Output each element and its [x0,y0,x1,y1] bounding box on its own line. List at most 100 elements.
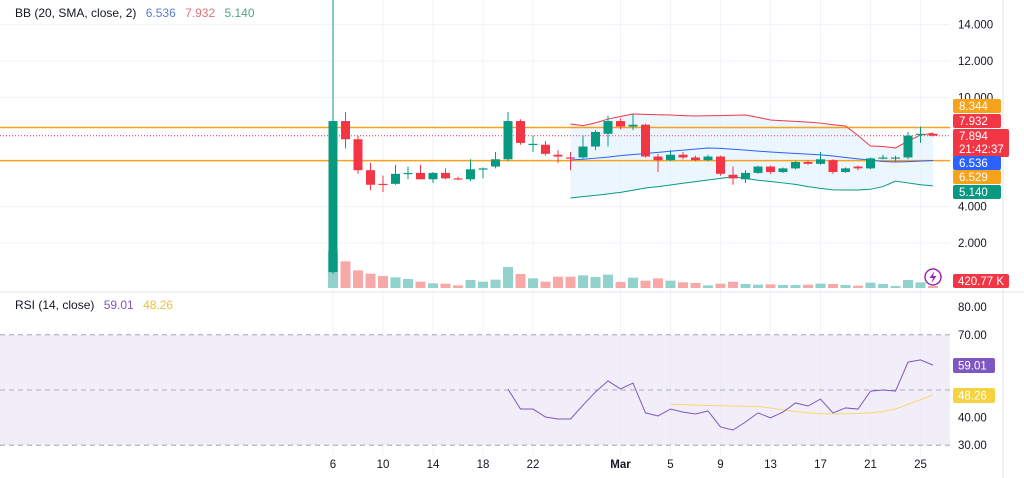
lightning-glyph [929,271,937,283]
candle-body [428,172,438,180]
candle-body [891,157,900,159]
candle-body [628,124,638,127]
candle-body [653,156,663,161]
x-tick-label: 6 [330,459,336,471]
volume-bar [565,276,576,288]
price-tick-label: 2.000 [958,238,987,250]
candle-body [703,156,713,161]
candle-body [516,121,525,143]
rsi-legend-label: RSI (14, close) [15,298,95,312]
candle-body [753,166,763,173]
candle-body [916,133,925,135]
rsi-badge [953,388,995,403]
volume-bar [340,261,351,288]
volume-bar [790,285,801,288]
bb-upper-line [570,113,934,149]
volume-bar [640,280,651,288]
volume-bar [628,277,638,288]
bb-basis-value: 6.536 [145,6,176,20]
volume-bar [878,284,888,288]
volume-bar [803,284,813,288]
candle-body [528,143,538,146]
volume-bar [865,282,876,288]
rsi-line [507,359,934,431]
rsi-legend[interactable]: RSI (14, close) 59.01 48.26 [15,298,179,312]
candle-body [641,124,650,157]
volume-bar [590,277,601,288]
rsi-tick-label: 40.00 [958,413,987,425]
x-tick-label: 21 [864,459,877,471]
candle-body [591,131,600,147]
volume-bar [503,267,513,288]
price-badge [953,129,1009,157]
bb-legend[interactable]: BB (20, SMA, close, 2) 6.536 7.932 5.140 [15,6,261,20]
volume-bar [353,270,363,288]
bb-lower-value: 5.140 [224,6,255,20]
candle-body [553,154,563,157]
candle-body [603,121,613,134]
price-badge [953,99,1001,113]
volume-bar [478,281,488,288]
volume-bar [428,283,438,288]
candle-body [728,174,738,179]
price-badge-text: 7.894 [959,131,988,143]
candle-body [453,178,463,180]
candle-body [803,162,813,164]
candle-body [766,166,775,173]
candle-body [416,172,425,180]
volume-bar [703,285,713,288]
volume-bar [465,280,476,288]
candle-body [691,157,700,161]
x-tick-label: 17 [814,459,827,471]
candle-body [391,173,400,184]
x-tick-label: Mar [610,459,631,471]
x-tick-label: 14 [427,459,440,471]
volume-bar [553,276,563,288]
volume-bar [540,281,551,288]
volume-bar [415,281,426,288]
price-tick-label: 12.000 [958,56,993,68]
candle-body [841,168,850,173]
price-badge [953,114,1001,128]
rsi-badge [953,358,995,373]
x-tick-label: 22 [527,459,540,471]
candle-body [678,154,688,158]
volume-bar [753,284,763,288]
volume-bar [440,283,451,288]
rsi-badge-text: 59.01 [958,361,987,373]
volume-badge [953,274,1009,288]
volume-badge-text: 420.77 K [958,276,1004,288]
volume-bar [778,285,788,288]
lightning-bolt-icon[interactable] [924,268,942,286]
volume-bar [665,280,676,288]
bb-legend-label: BB (20, SMA, close, 2) [15,6,137,20]
volume-bar [578,275,588,288]
countdown-text: 21:42:37 [959,144,1004,156]
candle-body [741,172,750,180]
volume-bar [853,285,863,288]
volume-bar [453,285,463,288]
volume-bar [690,283,701,288]
price-badge [953,156,1001,170]
candle-body [441,172,450,179]
candle-body [791,162,800,169]
volume-bar [378,276,388,288]
rsi-band-fill [0,334,950,446]
volume-bar [403,279,413,288]
volume-bar [603,274,613,288]
volume-bar [365,273,376,288]
volume-bar [528,278,538,288]
candle-body [778,168,788,173]
volume-bar [715,283,726,288]
candle-body [666,154,675,161]
candle-body [878,157,888,159]
rsi-ma-value: 48.26 [143,298,174,312]
volume-bar [828,284,838,288]
volume-bar [515,274,526,288]
bb-lower-line [570,176,934,199]
rsi-tick-label: 80.00 [958,302,987,314]
candle-body [828,160,838,173]
volume-bar [915,282,926,288]
volume-bar [490,279,501,288]
